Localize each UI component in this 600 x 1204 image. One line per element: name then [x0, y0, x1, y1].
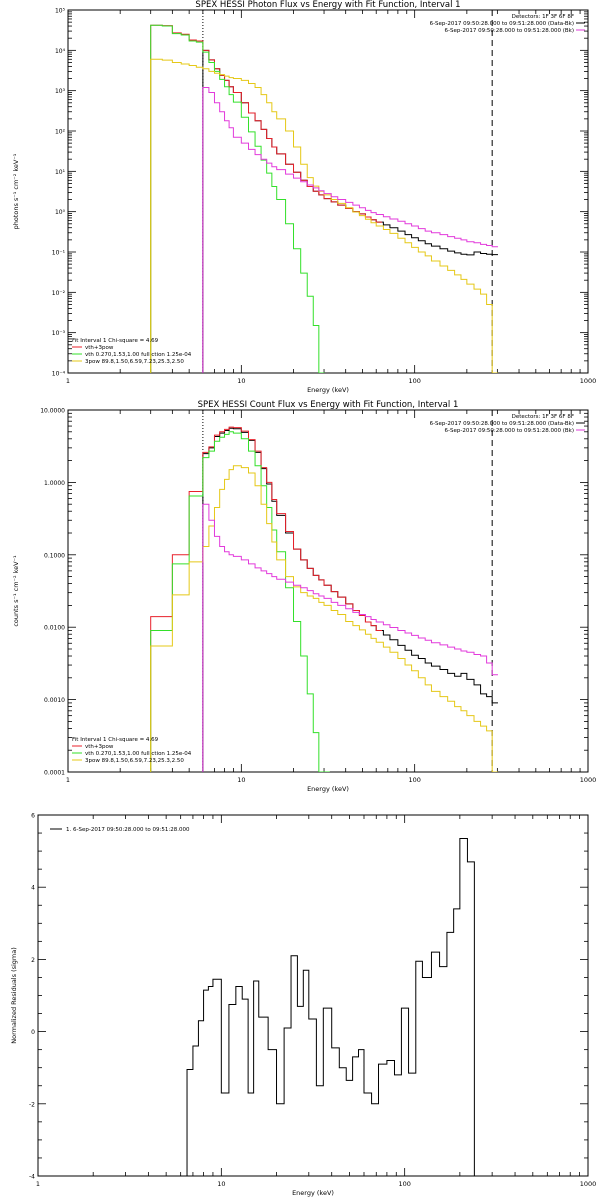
- count-series-black: [202, 427, 498, 772]
- count-x-tick-label: 100: [408, 776, 420, 784]
- photon-y-tick-label: 10⁴: [55, 48, 66, 55]
- count-legend-entry: 3pow 89.8,1.50,6.59,7.23,25.3,2.50: [85, 758, 184, 764]
- photon-panel: SPEX HESSI Photon Flux vs Energy with Fi…: [12, 0, 596, 394]
- photon-series-red: [150, 24, 383, 373]
- photon-y-tick-label: 10¹: [55, 169, 66, 176]
- count-series-red: [150, 426, 383, 772]
- resid-panel: Energy (keV) Normalized Residuals (sigma)…: [10, 813, 596, 1198]
- photon-legend-entry: vth 0.270,1.53,1.00 full ction 1.25e-04: [85, 352, 192, 358]
- photon-legend-header: Fit Interval 1 Chi-square = 4.69: [72, 338, 159, 344]
- count-y-tick-label: 0.0100: [44, 625, 65, 632]
- count-legend-header: Fit Interval 1 Chi-square = 4.69: [72, 737, 159, 743]
- photon-y-tick-label: 10⁻⁴: [52, 371, 66, 378]
- count-y-tick-label: 10.0000: [40, 408, 65, 415]
- count-info-line: 6-Sep-2017 09:50:28.000 to 09:51:28.000 …: [430, 421, 574, 427]
- photon-y-tick-label: 10³: [55, 88, 66, 95]
- photon-info-line: 6-Sep-2017 09:50:28.000 to 09:51:28.000 …: [445, 28, 575, 34]
- count-y-tick-label: 0.0010: [44, 697, 65, 704]
- resid-y-tick-label: -2: [29, 1101, 35, 1108]
- photon-series-magenta: [202, 86, 498, 373]
- count-x-tick-label: 1000: [580, 776, 597, 784]
- photon-series-green: [150, 24, 325, 373]
- photon-x-tick-label: 1: [66, 377, 70, 385]
- count-x-tick-label: 1: [66, 776, 70, 784]
- count-x-tick-label: 10: [237, 776, 245, 784]
- photon-x-tick-label: 100: [408, 377, 420, 385]
- photon-info-line: 6-Sep-2017 09:50:28.000 to 09:51:28.000 …: [430, 21, 574, 27]
- count-series-yellow: [150, 465, 498, 772]
- count-info-line: Detectors: 1F 3F 6F 8F: [512, 414, 574, 420]
- photon-legend-entry: 3pow 89.8,1.50,6.59,7.23,25.3,2.50: [85, 359, 184, 365]
- photon-y-tick-label: 10⁻²: [52, 290, 66, 297]
- count-title: SPEX HESSI Count Flux vs Energy with Fit…: [198, 400, 459, 410]
- resid-y-tick-label: 6: [31, 813, 35, 820]
- photon-y-tick-label: 10²: [55, 129, 66, 136]
- photon-x-tick-label: 10: [237, 377, 245, 385]
- photon-y-tick-label: 10⁻³: [52, 330, 66, 337]
- photon-info-line: Detectors: 1F 3F 6F 8F: [512, 14, 574, 20]
- count-y-tick-label: 0.1000: [44, 552, 65, 559]
- resid-x-axis-label: Energy (keV): [292, 1189, 334, 1197]
- count-plot-frame: [67, 409, 589, 773]
- photon-y-tick-label: 10⁵: [55, 8, 66, 15]
- resid-y-tick-label: -4: [29, 1174, 35, 1181]
- resid-series-group: [180, 837, 493, 1176]
- count-y-axis-label: counts s⁻¹ cm⁻² keV⁻¹: [12, 555, 20, 627]
- photon-plot-frame: [67, 9, 589, 374]
- photon-legend-entry: vth+3pow: [85, 345, 114, 351]
- count-series-magenta: [202, 503, 498, 772]
- resid-y-tick-label: 2: [31, 957, 35, 964]
- count-y-tick-label: 0.0001: [44, 770, 65, 777]
- resid-x-tick-label: 10: [217, 1180, 225, 1188]
- count-x-axis-label: Energy (keV): [307, 785, 349, 793]
- resid-x-tick-label: 1000: [580, 1180, 597, 1188]
- photon-x-tick-label: 1000: [580, 377, 597, 385]
- photon-title: SPEX HESSI Photon Flux vs Energy with Fi…: [195, 0, 460, 10]
- resid-legend-entry: 1. 6-Sep-2017 09:50:28.000 to 09:51:28.0…: [66, 827, 190, 833]
- photon-series-group: [150, 24, 498, 373]
- count-y-tick-label: 1.0000: [44, 480, 65, 487]
- photon-y-axis-label: photons s⁻¹ cm⁻² keV⁻¹: [12, 153, 20, 229]
- photon-y-tick-label: 10⁰: [55, 209, 66, 216]
- count-legend-entry: vth+3pow: [85, 744, 114, 750]
- resid-plot-frame: [37, 814, 589, 1177]
- count-info-line: 6-Sep-2017 09:50:28.000 to 09:51:28.000 …: [445, 428, 575, 434]
- count-legend-entry: vth 0.270,1.53,1.00 full ction 1.25e-04: [85, 751, 192, 757]
- photon-y-tick-label: 10⁻¹: [52, 250, 66, 257]
- count-panel: SPEX HESSI Count Flux vs Energy with Fit…: [12, 400, 596, 793]
- resid-x-tick-label: 100: [398, 1180, 410, 1188]
- count-series-green: [150, 431, 330, 772]
- resid-y-tick-label: 4: [31, 885, 35, 892]
- count-series-group: [150, 426, 498, 772]
- resid-y-axis-label: Normalized Residuals (sigma): [10, 947, 18, 1044]
- photon-x-axis-label: Energy (keV): [307, 386, 349, 394]
- resid-y-tick-label: 0: [31, 1029, 35, 1036]
- resid-series-black: [180, 837, 493, 1176]
- resid-x-tick-label: 1: [36, 1180, 40, 1188]
- photon-series-black: [202, 49, 498, 373]
